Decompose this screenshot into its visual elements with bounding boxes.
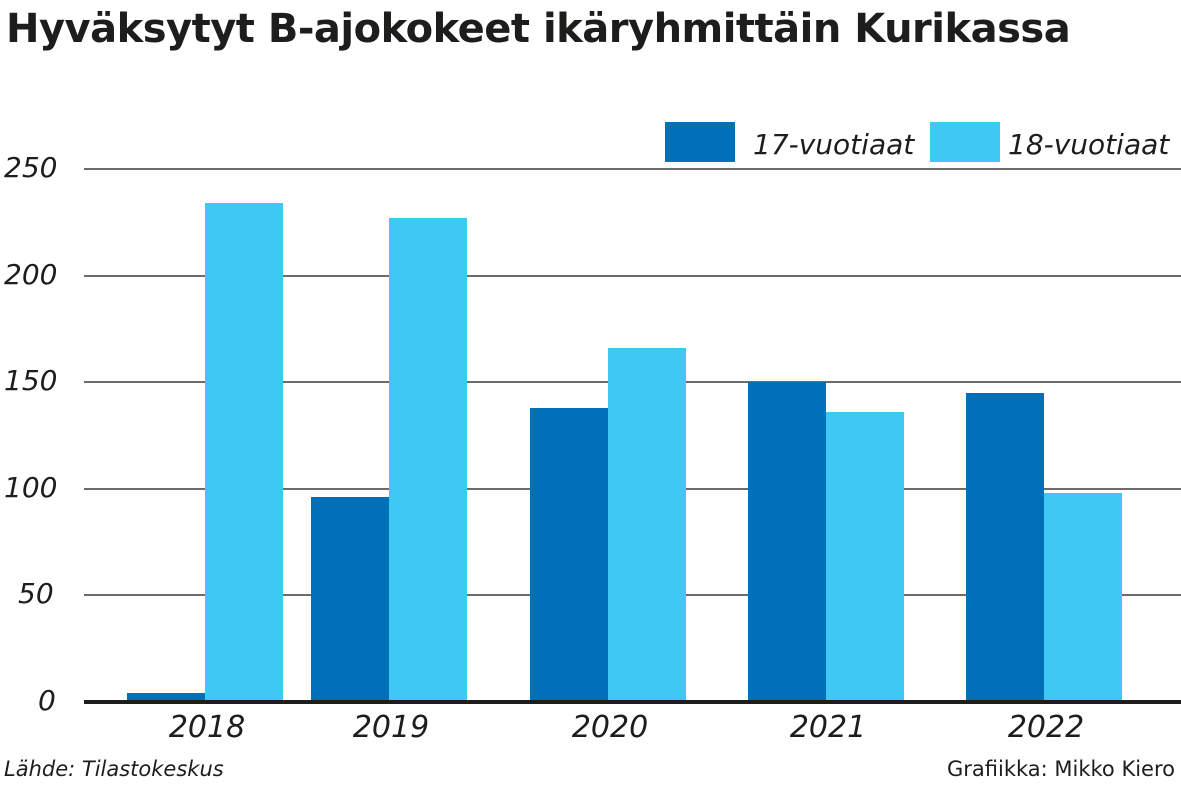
x-tick-label: 2021 (789, 710, 867, 745)
y-tick-label: 50 (18, 577, 54, 611)
graphics-credit: Grafiikka: Mikko Kiero (946, 757, 1175, 781)
bar-2022-17-vuotiaat (966, 392, 1044, 702)
bar-2021-17-vuotiaat (748, 382, 826, 702)
bar-2018-17-vuotiaat (127, 693, 205, 702)
x-tick-label: 2022 (1007, 710, 1085, 745)
bar-2018-18-vuotiaat (205, 203, 283, 702)
y-tick-label: 100 (4, 470, 58, 504)
y-tick-label: 0 (38, 684, 56, 717)
legend-label-17: 17-vuotiaat (753, 128, 915, 161)
plot-area (84, 168, 1181, 704)
bar-2020-18-vuotiaat (608, 348, 686, 702)
bar-2020-17-vuotiaat (530, 407, 608, 702)
legend-label-18: 18-vuotiaat (1008, 128, 1170, 161)
bar-2019-17-vuotiaat (311, 497, 389, 702)
bar-2022-18-vuotiaat (1044, 493, 1122, 702)
y-tick-label: 200 (4, 257, 58, 291)
legend-swatch-17 (665, 122, 735, 162)
x-tick-label: 2019 (352, 710, 430, 745)
bar-2021-18-vuotiaat (826, 412, 904, 702)
legend-swatch-18 (930, 122, 1000, 162)
gridline (84, 168, 1181, 170)
bar-2019-18-vuotiaat (389, 218, 467, 702)
gridline (84, 274, 1181, 277)
chart-title: Hyväksytyt B-ajokokeet ikäryhmittäin Kur… (6, 6, 1071, 52)
x-axis-baseline (84, 700, 1181, 704)
x-tick-label: 2020 (571, 710, 649, 745)
y-tick-label: 150 (4, 364, 58, 398)
x-tick-label: 2018 (168, 710, 246, 745)
source-note: Lähde: Tilastokeskus (4, 757, 224, 781)
y-tick-label: 250 (4, 151, 58, 184)
